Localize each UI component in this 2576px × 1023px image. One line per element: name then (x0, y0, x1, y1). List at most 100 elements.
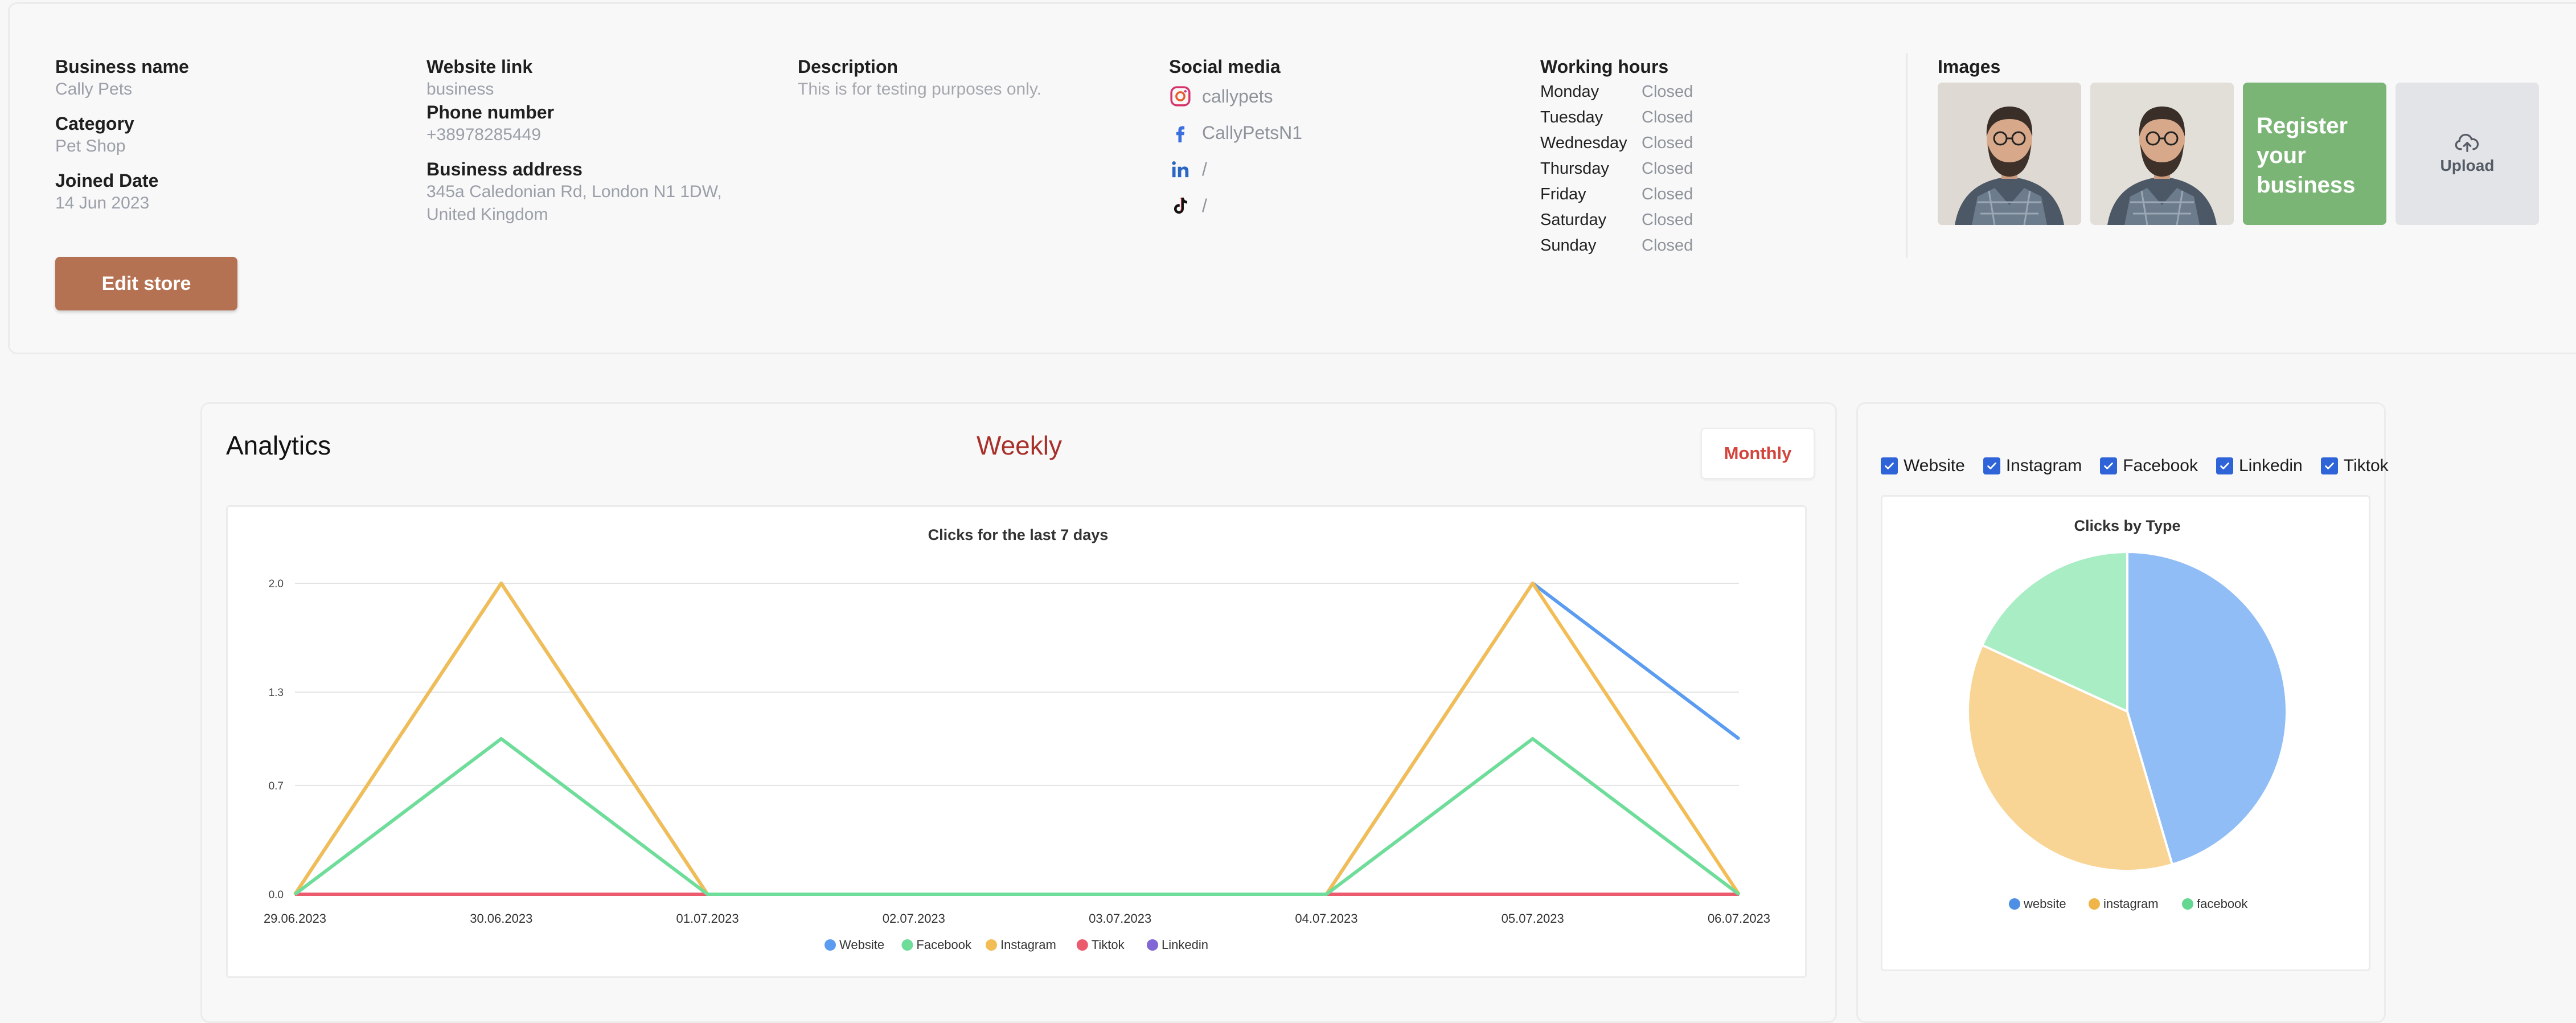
cloud-upload-icon (2455, 133, 2479, 153)
data-point (1325, 893, 1327, 895)
register-business-banner[interactable]: Register your business (2243, 83, 2386, 225)
joined-date-value: 14 Jun 2023 (55, 194, 150, 212)
data-point (1532, 738, 1534, 740)
legend-label: Instagram (1000, 938, 1056, 952)
y-tick-label: 0.0 (269, 889, 284, 901)
filter-website[interactable]: Website (1881, 456, 1965, 476)
social-item-facebook[interactable]: CallyPetsN1 (1169, 119, 1302, 146)
hours-row: Sunday Closed (1540, 233, 1693, 259)
monthly-toggle-button[interactable]: Monthly (1701, 428, 1815, 479)
legend-marker (901, 939, 913, 951)
legend-marker (2009, 898, 2020, 910)
hours-row: Saturday Closed (1540, 207, 1693, 233)
filter-facebook[interactable]: Facebook (2100, 456, 2198, 476)
line-chart-container: Clicks for the last 7 days 0.0 0.7 1.3 2.0 29… (226, 505, 1807, 978)
day-status: Closed (1642, 108, 1693, 126)
day-status: Closed (1642, 134, 1693, 152)
hours-row: Wednesday Closed (1540, 130, 1693, 156)
legend-label: Tiktok (1092, 938, 1125, 952)
website-link-label: Website link (426, 56, 533, 77)
legend-marker (825, 939, 836, 951)
y-tick-label: 1.3 (269, 687, 284, 699)
analytics-title: Analytics (226, 431, 331, 460)
business-info-card: Business name Cally Pets Category Pet Sh… (8, 2, 2576, 354)
business-contact-column: Website link business Phone number +3897… (426, 55, 722, 238)
x-tick-label: 03.07.2023 (1089, 911, 1151, 926)
day-status: Closed (1642, 185, 1693, 203)
analytics-period: Weekly (977, 431, 1062, 460)
day-name: Sunday (1540, 236, 1597, 255)
social-item-tiktok[interactable]: / (1169, 192, 1302, 219)
filter-tiktok[interactable]: Tiktok (2320, 456, 2389, 476)
pie-slice-facebook (1980, 550, 2128, 714)
section-divider (1906, 53, 1908, 258)
legend-marker (1147, 939, 1158, 951)
images-label: Images (1938, 56, 2001, 77)
business-address-label: Business address (426, 159, 583, 179)
promo-line: Register (2257, 113, 2348, 138)
data-point (913, 893, 915, 895)
category-label: Category (55, 113, 134, 134)
website-link-value[interactable]: business (426, 80, 494, 99)
phone-number-label: Phone number (426, 102, 555, 122)
legend-label: Facebook (916, 938, 972, 952)
legend-label: instagram (2103, 897, 2159, 911)
legend-label: website (2023, 897, 2066, 911)
day-name: Friday (1540, 185, 1586, 203)
business-address-line1: 345a Caledonian Rd, London N1 1DW, (426, 182, 722, 201)
description-label: Description (798, 56, 899, 77)
business-photo[interactable] (2090, 83, 2234, 225)
working-hours-table: Monday Closed Tuesday Closed Wednesday Clos… (1540, 79, 1693, 259)
series-line-instagram (293, 582, 1741, 896)
filter-label: Instagram (2005, 456, 2082, 475)
legend-marker (2182, 898, 2193, 910)
business-name-value: Cally Pets (55, 80, 133, 99)
checkbox-checked-icon[interactable] (2320, 457, 2338, 474)
social-media-label: Social media (1169, 56, 1281, 77)
description-value: This is for testing purposes only. (798, 80, 1041, 99)
filter-instagram[interactable]: Instagram (1983, 456, 2082, 476)
social-media-column: Social media callypets CallyPetsN1 / / (1169, 55, 1302, 228)
filter-linkedin[interactable]: Linkedin (2216, 456, 2303, 476)
checkbox-checked-icon[interactable] (2216, 457, 2233, 474)
category-value: Pet Shop (55, 137, 126, 156)
day-name: Monday (1540, 83, 1599, 101)
hours-row: Tuesday Closed (1540, 105, 1693, 130)
filter-label: Linkedin (2238, 456, 2303, 475)
working-hours-label: Working hours (1540, 56, 1669, 77)
analytics-card: Analytics Weekly Monthly Clicks for the … (200, 402, 1837, 1023)
data-point (1738, 738, 1740, 740)
pie-slice-instagram (1967, 644, 2174, 872)
y-tick-label: 2.0 (269, 578, 284, 590)
checkbox-checked-icon[interactable] (1881, 457, 1898, 474)
hours-row: Thursday Closed (1540, 156, 1693, 182)
business-name-label: Business name (55, 56, 189, 77)
day-status: Closed (1642, 83, 1693, 101)
edit-store-button[interactable]: Edit store (55, 257, 237, 310)
tiktok-icon (1169, 194, 1192, 217)
x-tick-label: 30.06.2023 (470, 911, 532, 926)
type-filters: Website Instagram Facebook Linkedin Tikt… (1881, 456, 2407, 476)
checkbox-checked-icon[interactable] (2100, 457, 2118, 474)
x-tick-label: 05.07.2023 (1502, 911, 1564, 926)
filter-label: Facebook (2123, 456, 2198, 475)
promo-line: your (2257, 143, 2306, 168)
upload-image-button[interactable]: Upload (2395, 83, 2539, 225)
hours-row: Monday Closed (1540, 79, 1693, 105)
day-name: Tuesday (1540, 108, 1603, 126)
facebook-icon (1169, 121, 1192, 144)
hours-row: Friday Closed (1540, 182, 1693, 207)
social-item-linkedin[interactable]: / (1169, 156, 1302, 183)
social-item-instagram[interactable]: callypets (1169, 83, 1302, 110)
day-status: Closed (1642, 236, 1693, 255)
series-line-facebook (294, 737, 1740, 896)
business-basic-column: Business name Cally Pets Category Pet Sh… (55, 55, 189, 226)
x-tick-label: 02.07.2023 (883, 911, 945, 926)
checkbox-checked-icon[interactable] (1983, 457, 2000, 474)
data-point (1738, 893, 1740, 895)
business-photo[interactable] (1938, 83, 2081, 225)
day-name: Saturday (1540, 211, 1607, 229)
data-point (500, 582, 502, 584)
linkedin-icon (1169, 158, 1192, 181)
data-point (294, 893, 296, 895)
